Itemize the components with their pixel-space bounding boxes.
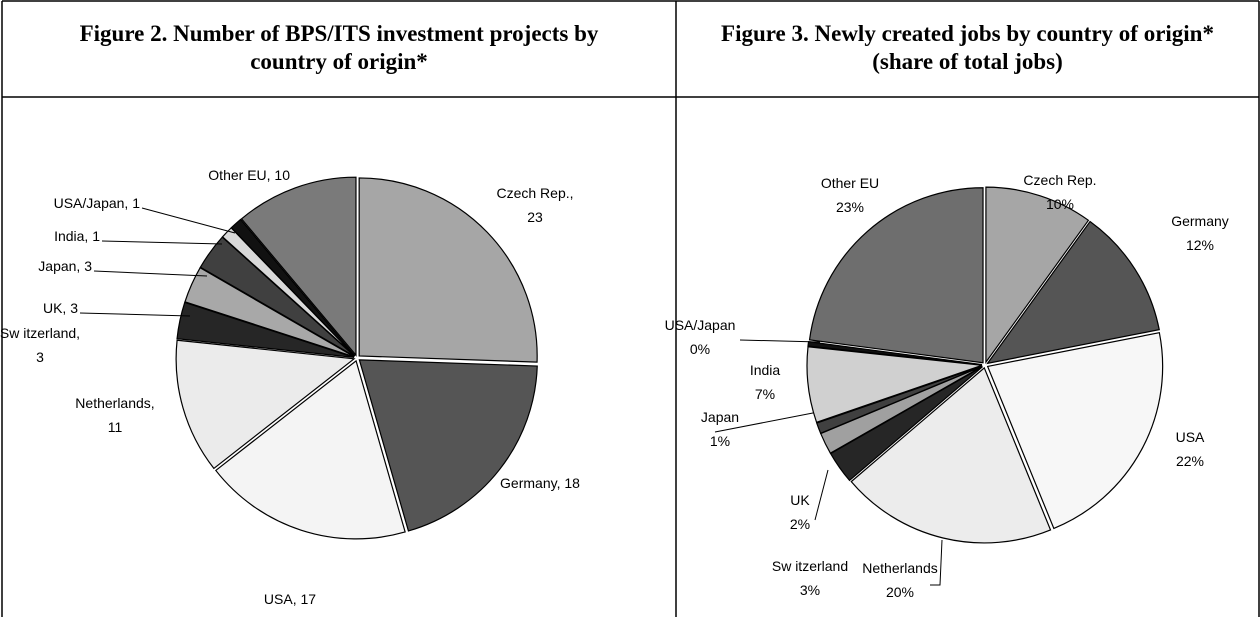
label-line: Czech Rep. bbox=[1023, 172, 1096, 188]
label-line: USA bbox=[1176, 429, 1205, 445]
slice-label: USA/Japan 0% bbox=[665, 317, 736, 357]
slice-label: India, 1 bbox=[54, 228, 100, 244]
slice-label: Sw itzerland, 3 bbox=[0, 325, 80, 365]
label-line: UK, 3 bbox=[43, 300, 78, 316]
label-line: India, 1 bbox=[54, 228, 100, 244]
label-line: 11 bbox=[108, 419, 123, 435]
label-line: USA/Japan, 1 bbox=[54, 195, 141, 211]
leader-line bbox=[93, 270, 208, 277]
pie-slice bbox=[985, 186, 1090, 365]
slice-label: India 7% bbox=[750, 362, 781, 402]
label-line: USA/Japan bbox=[665, 317, 736, 333]
pie-slice bbox=[176, 301, 355, 358]
label-line: 23 bbox=[527, 209, 543, 225]
leader-line bbox=[930, 539, 943, 586]
label-line: 0% bbox=[690, 341, 710, 357]
label-line: Other EU, 10 bbox=[208, 167, 290, 183]
leader-line bbox=[79, 312, 191, 317]
slice-label: Other EU, 10 bbox=[208, 167, 290, 183]
slice-label: Japan 1% bbox=[701, 409, 739, 449]
slice-label: Germany 12% bbox=[1171, 213, 1229, 253]
slice-label: USA/Japan, 1 bbox=[54, 195, 141, 211]
label-line: 1% bbox=[710, 433, 730, 449]
pie-slice bbox=[230, 218, 356, 357]
pie-slice bbox=[240, 176, 357, 357]
slice-label: USA 22% bbox=[1176, 429, 1205, 469]
pie-slice bbox=[986, 220, 1160, 365]
leader-line bbox=[141, 207, 236, 234]
label-line: Sw itzerland, bbox=[0, 325, 80, 341]
label-line: 23% bbox=[836, 199, 864, 215]
label-line: Germany, 18 bbox=[500, 475, 580, 491]
leader-line bbox=[814, 469, 829, 521]
label-line: Other EU bbox=[821, 175, 879, 191]
slice-label: Germany, 18 bbox=[500, 475, 580, 491]
slice-label: Sw itzerland 3% bbox=[772, 558, 848, 598]
pie-slice bbox=[815, 365, 983, 435]
slice-label: Netherlands 20% bbox=[862, 560, 938, 600]
pie-slice bbox=[358, 177, 538, 363]
figure-title: Figure 2. Number of BPS/ITS investment p… bbox=[79, 21, 599, 74]
slice-label: Czech Rep., 23 bbox=[496, 185, 573, 225]
label-line: UK bbox=[790, 492, 810, 508]
slice-label: UK 2% bbox=[790, 492, 811, 532]
label-line: Netherlands bbox=[862, 560, 938, 576]
pie-slice bbox=[184, 266, 355, 358]
leader-line bbox=[739, 339, 821, 343]
label-line: 7% bbox=[755, 386, 775, 402]
label-line: 3 bbox=[36, 349, 44, 365]
leader-line bbox=[714, 411, 819, 433]
label-line: 2% bbox=[790, 516, 810, 532]
pie-slice bbox=[850, 366, 1052, 544]
pie-slice bbox=[214, 359, 406, 540]
slice-label: Other EU 23% bbox=[821, 175, 879, 215]
label-line: 12% bbox=[1186, 237, 1214, 253]
pie-slice bbox=[808, 187, 984, 364]
label-line: India bbox=[750, 362, 781, 378]
label-line: Japan, 3 bbox=[38, 258, 92, 274]
slice-label: USA, 17 bbox=[264, 591, 316, 607]
slice-label: Japan, 3 bbox=[38, 258, 92, 274]
pie-slice bbox=[806, 346, 983, 424]
figure-title: Figure 3. Newly created jobs by country … bbox=[721, 21, 1214, 74]
label-line: Sw itzerland bbox=[772, 558, 848, 574]
pie-slice bbox=[986, 331, 1164, 530]
label-line: Japan bbox=[701, 409, 739, 425]
label-line: Germany bbox=[1171, 213, 1229, 229]
label-line: 10% bbox=[1046, 196, 1074, 212]
slice-label: UK, 3 bbox=[43, 300, 78, 316]
label-line: 22% bbox=[1176, 453, 1204, 469]
label-line: Czech Rep., bbox=[496, 185, 573, 201]
slice-label: Netherlands, 11 bbox=[75, 395, 154, 435]
slice-label: Czech Rep. 10% bbox=[1023, 172, 1096, 212]
leader-line bbox=[101, 240, 223, 245]
label-line: 20% bbox=[886, 584, 914, 600]
label-line: 3% bbox=[800, 582, 820, 598]
label-line: Netherlands, bbox=[75, 395, 154, 411]
pie-slice bbox=[358, 359, 538, 532]
label-line: USA, 17 bbox=[264, 591, 316, 607]
pie-slice bbox=[175, 339, 356, 470]
